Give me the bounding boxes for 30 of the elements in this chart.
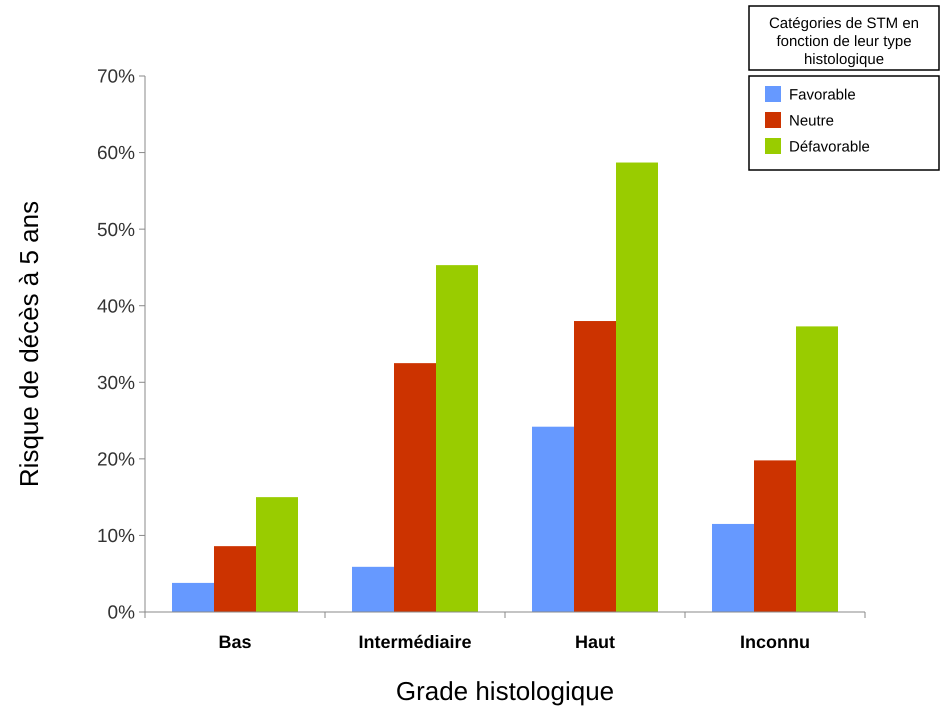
x-axis-title: Grade histologique	[396, 676, 614, 706]
x-tick-label: Bas	[218, 632, 252, 652]
x-tick-label: Intermédiaire	[358, 632, 472, 652]
bar	[352, 566, 394, 612]
legend-label: Neutre	[789, 112, 834, 130]
y-axis-title: Risque de décès à 5 ans	[14, 200, 44, 488]
y-tick-label: 10%	[96, 526, 136, 548]
y-tick-label: 70%	[96, 66, 136, 88]
y-tick-label: 60%	[96, 143, 136, 164]
legend-label: Défavorable	[789, 138, 870, 156]
bar	[172, 582, 214, 612]
bar	[796, 326, 838, 612]
bar	[616, 162, 658, 612]
bar	[532, 426, 574, 612]
bar	[214, 546, 256, 612]
x-tick-label: Haut	[575, 632, 616, 652]
bar	[574, 321, 616, 612]
bar	[754, 460, 796, 612]
y-tick-label: 30%	[96, 372, 136, 394]
y-tick-label: 40%	[96, 296, 136, 318]
y-tick-label: 50%	[96, 220, 136, 241]
bar	[394, 363, 436, 612]
bar	[256, 497, 298, 612]
legend-label: Favorable	[789, 86, 856, 104]
y-tick-label: 0%	[108, 602, 136, 624]
bar	[712, 524, 754, 612]
bar	[436, 265, 478, 612]
legend-title: Catégories de STM en fonction de leur type histologique	[768, 15, 920, 68]
x-tick-label: Inconnu	[740, 632, 810, 652]
y-tick-label: 20%	[96, 450, 136, 471]
